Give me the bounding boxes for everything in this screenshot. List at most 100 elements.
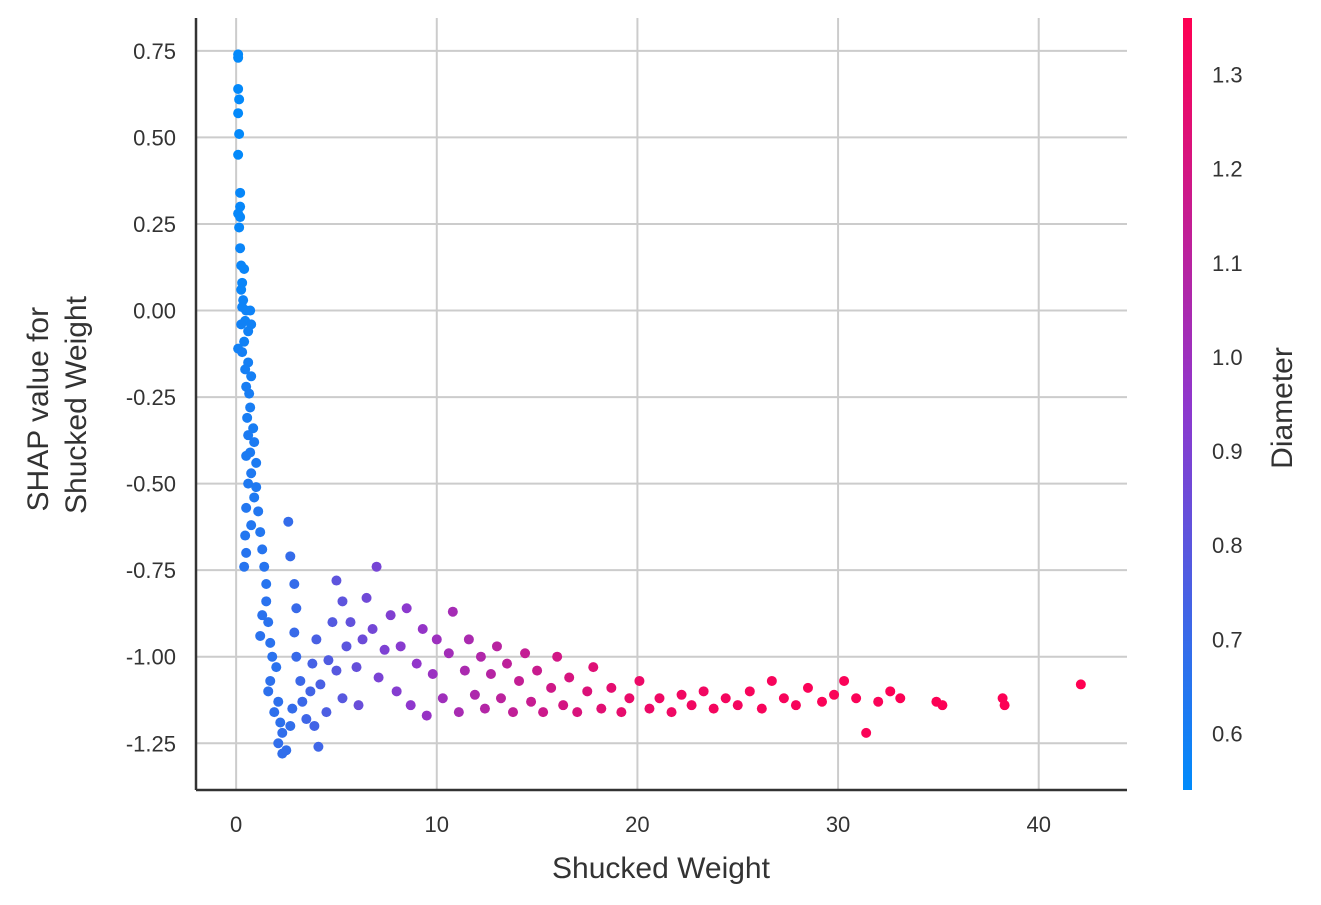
scatter-point [447, 606, 458, 617]
scatter-point [273, 696, 284, 707]
scatter-point [616, 707, 627, 718]
scatter-point [249, 437, 260, 448]
x-tick-label: 40 [1026, 812, 1050, 837]
scatter-point [873, 696, 884, 707]
scatter-point [267, 651, 278, 662]
scatter-point [937, 700, 948, 711]
scatter-point [453, 707, 464, 718]
scatter-point [291, 651, 302, 662]
scatter-point [337, 693, 348, 704]
scatter-point [385, 610, 396, 621]
scatter-point [686, 700, 697, 711]
y-tick-label: 0.25 [133, 212, 176, 237]
scatter-point [331, 665, 342, 676]
grid-lines [196, 18, 1127, 790]
x-tick-labels: 0 10 20 30 40 [230, 812, 1051, 837]
scatter-point [253, 506, 264, 517]
scatter-point [708, 703, 719, 714]
scatter-point [676, 689, 687, 700]
y-tick-label: -1.25 [126, 731, 176, 756]
scatter-point [341, 641, 352, 652]
y-tick-label: -0.25 [126, 385, 176, 410]
scatter-point [285, 551, 296, 562]
scatter-point [244, 388, 255, 399]
scatter-point [720, 693, 731, 704]
scatter-point [596, 703, 607, 714]
scatter-point [233, 108, 244, 119]
scatter-point [606, 682, 617, 693]
y-tick-label: -0.50 [126, 472, 176, 497]
y-axis-title: SHAP value for Shucked Weight [22, 295, 93, 514]
scatter-point [463, 634, 474, 645]
scatter-point [263, 617, 274, 628]
scatter-point [666, 707, 677, 718]
colorbar-title: Diameter [1266, 347, 1299, 469]
scatter-point [532, 665, 543, 676]
scatter-point [443, 648, 454, 659]
y-tick-labels: 0.75 0.50 0.25 0.00 -0.25 -0.50 -0.75 -1.00 -1.2… [126, 39, 176, 756]
scatter-point [588, 662, 599, 673]
axes [194, 18, 1127, 792]
scatter-point [778, 693, 789, 704]
colorbar-tick-label: 0.7 [1212, 627, 1243, 652]
scatter-point [475, 651, 486, 662]
scatter-point [249, 492, 260, 503]
scatter-point [257, 610, 268, 621]
scatter-point [242, 412, 253, 423]
scatter-point [235, 212, 246, 223]
scatter-point [337, 596, 348, 607]
scatter-point [261, 579, 272, 590]
scatter-point [552, 651, 563, 662]
scatter-point [301, 714, 312, 725]
scatter-point [281, 745, 292, 756]
scatter-point [357, 634, 368, 645]
y-axis-title-line-2: Shucked Weight [60, 295, 93, 514]
scatter-point [255, 527, 266, 538]
colorbar-tick-label: 0.6 [1212, 722, 1243, 747]
scatter-point [351, 662, 362, 673]
scatter-point [241, 450, 252, 461]
scatter-point [236, 319, 247, 330]
scatter-point [243, 478, 254, 489]
scatter-point [295, 675, 306, 686]
scatter-point [239, 561, 250, 572]
scatter-point [240, 364, 251, 375]
scatter-point [285, 720, 296, 731]
scatter-point [744, 686, 755, 697]
scatter-point [235, 187, 246, 198]
scatter-point [246, 520, 257, 531]
scatter-point [502, 658, 513, 669]
scatter-point [558, 700, 569, 711]
scatter-point [257, 544, 268, 555]
scatter-point [233, 83, 244, 94]
colorbar-tick-label: 0.8 [1212, 533, 1243, 558]
scatter-point [240, 530, 251, 541]
y-tick-label: -1.00 [126, 645, 176, 670]
scatter-point [289, 579, 300, 590]
scatter-point [234, 94, 245, 105]
scatter-point [234, 128, 245, 139]
scatter-point [321, 707, 332, 718]
scatter-point [273, 738, 284, 749]
colorbar-tick-label: 1.3 [1212, 62, 1243, 87]
scatter-point [790, 700, 801, 711]
scatter-point [245, 305, 256, 316]
scatter-point [367, 624, 378, 635]
scatter-point [371, 561, 382, 572]
colorbar-tick-labels: 0.6 0.7 0.8 0.9 1.0 1.1 1.2 1.3 [1212, 62, 1243, 746]
scatter-point [261, 596, 272, 607]
scatter-point [999, 700, 1010, 711]
scatter-point [234, 222, 245, 233]
y-tick-label: 0.75 [133, 39, 176, 64]
scatter-point [235, 243, 246, 254]
scatter-points [233, 49, 1086, 759]
scatter-point [243, 326, 254, 337]
scatter-point [241, 502, 252, 513]
scatter-point [405, 700, 416, 711]
colorbar-tick-label: 0.9 [1212, 439, 1243, 464]
scatter-point [756, 703, 767, 714]
scatter-point [245, 402, 256, 413]
scatter-point [885, 686, 896, 697]
scatter-point [624, 693, 635, 704]
